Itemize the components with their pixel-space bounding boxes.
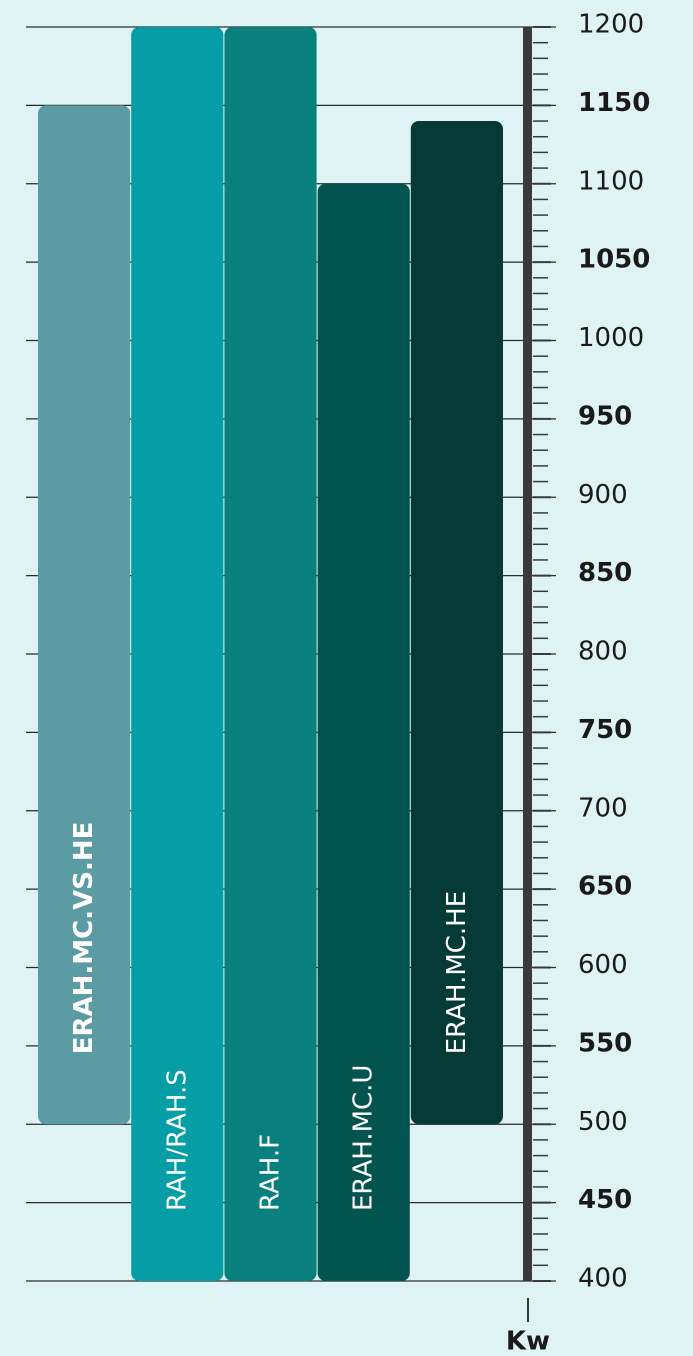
y-tick-label: 550 (578, 1028, 632, 1058)
y-tick-label: 700 (578, 793, 628, 823)
y-tick-label: 600 (578, 950, 628, 980)
y-tick-label: 850 (578, 558, 632, 588)
bar-label: ERAH.MC.HE (442, 891, 472, 1054)
bar (317, 183, 410, 1281)
bar-label: RAH/RAH.S (162, 1069, 192, 1211)
y-tick-label: 1000 (578, 323, 644, 353)
bar (224, 27, 317, 1281)
y-tick-label: 750 (578, 715, 632, 745)
y-tick-label: 500 (578, 1107, 628, 1137)
y-tick-label: 650 (578, 872, 632, 902)
bar (131, 27, 224, 1281)
bar-label: ERAH.MC.VS.HE (69, 822, 99, 1055)
y-tick-label: 1050 (578, 245, 650, 275)
bar-label: ERAH.MC.U (349, 1065, 379, 1211)
y-tick-label: 800 (578, 637, 628, 667)
y-tick-label: 900 (578, 480, 628, 510)
y-tick-label: 1200 (578, 10, 644, 40)
bar (410, 121, 503, 1125)
y-tick-label: 1100 (578, 166, 644, 196)
y-axis (523, 27, 532, 1281)
y-tick-label: 950 (578, 401, 632, 431)
y-tick-label: 400 (578, 1264, 628, 1294)
y-axis-label: Kw (506, 1327, 550, 1356)
bar-label: RAH.F (256, 1134, 286, 1211)
bar (38, 105, 131, 1125)
y-tick-label: 1150 (578, 88, 650, 118)
y-tick-label: 450 (578, 1185, 632, 1215)
